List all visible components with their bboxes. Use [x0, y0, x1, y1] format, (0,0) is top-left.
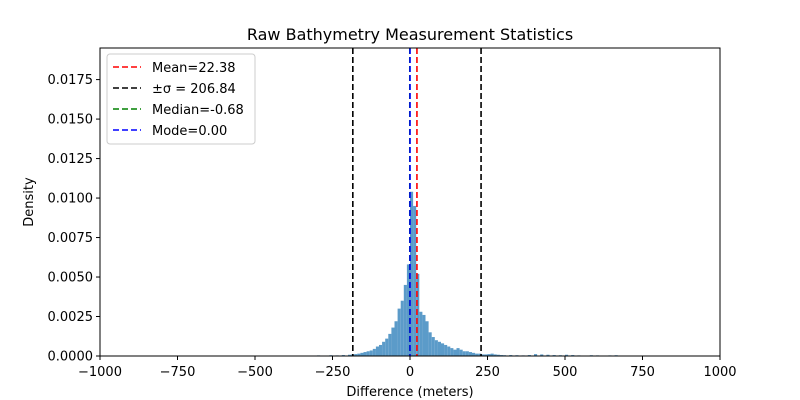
histogram-bar: [372, 348, 376, 356]
statistic-lines: [352, 48, 482, 356]
histogram-bar: [385, 338, 389, 356]
y-tick-label: 0.0150: [48, 113, 94, 128]
legend-box: [106, 53, 256, 145]
y-axis-label: Density: [22, 177, 37, 227]
histogram-bar: [434, 340, 438, 356]
histogram-bar: [462, 351, 466, 356]
x-tick-label: 1000: [703, 365, 736, 380]
histogram-bar: [400, 300, 404, 356]
histogram-bar: [357, 353, 361, 356]
histogram-bar: [403, 284, 407, 356]
histogram-bar: [453, 349, 457, 356]
histogram-bar: [444, 344, 448, 356]
histogram-bar: [379, 344, 383, 356]
histogram-bar: [490, 353, 494, 356]
y-tick-label: 0.0175: [48, 73, 94, 88]
x-tick-label: 750: [630, 365, 655, 380]
histogram-bar: [456, 348, 460, 356]
histogram-bar: [388, 333, 392, 356]
x-tick-label: −1000: [78, 365, 122, 380]
y-tick-label: 0.0050: [48, 271, 94, 286]
histogram-bar: [391, 327, 395, 356]
histogram-bar: [354, 354, 358, 356]
histogram-bar: [382, 341, 386, 356]
x-axis-label: Difference (meters): [346, 385, 473, 400]
histogram-bar: [468, 352, 472, 356]
y-tick-label: 0.0025: [48, 310, 94, 325]
histogram-bar: [465, 351, 469, 356]
histogram-bar: [375, 346, 379, 356]
y-tick-label: 0.0100: [48, 192, 94, 207]
histogram-bar: [410, 191, 414, 356]
histogram-bars: [304, 191, 652, 356]
x-tick-label: 500: [553, 365, 578, 380]
x-tick-label: −750: [160, 365, 196, 380]
x-tick-label: −250: [315, 365, 351, 380]
histogram-bar: [493, 354, 497, 356]
histogram-bar: [475, 353, 479, 356]
histogram-bar: [565, 354, 569, 356]
x-tick-label: 0: [406, 365, 414, 380]
histogram-bar: [441, 343, 445, 356]
y-axis-ticks: 0.0000 0.0025 0.0050 0.0075 0.0100 0.0125 0.01…: [48, 73, 100, 365]
histogram-bar: [366, 351, 370, 356]
histogram-bar: [481, 354, 485, 356]
histogram-bar: [406, 264, 410, 356]
histogram-bar: [487, 354, 491, 356]
y-tick-label: 0.0125: [48, 152, 94, 167]
histogram-bar: [534, 354, 538, 356]
histogram-bar: [416, 273, 420, 356]
histogram-bar: [394, 321, 398, 356]
legend-label: Median=-0.68: [152, 103, 244, 118]
histogram-bar: [484, 354, 488, 356]
histogram-bar: [459, 349, 463, 356]
y-tick-label: 0.0000: [48, 350, 94, 365]
histogram-bar: [397, 308, 401, 356]
histogram-bar: [496, 354, 500, 356]
legend-label: ±σ = 206.84: [152, 82, 236, 97]
histogram-bar: [546, 354, 550, 356]
legend-label: Mean=22.38: [152, 61, 236, 76]
chart-title: Raw Bathymetry Measurement Statistics: [247, 25, 573, 44]
legend: Mean=22.38 ±σ = 206.84 Median=-0.68 Mode=0.…: [106, 53, 256, 145]
histogram-bar: [419, 311, 423, 356]
histogram-bar: [363, 352, 367, 356]
histogram-bar: [425, 321, 429, 356]
histogram-bar: [472, 352, 476, 356]
x-tick-label: −500: [237, 365, 273, 380]
histogram-bar: [447, 346, 451, 356]
histogram-bar: [450, 348, 454, 356]
histogram-bar: [431, 337, 435, 356]
y-tick-label: 0.0075: [48, 231, 94, 246]
legend-label: Mode=0.00: [152, 124, 227, 139]
x-axis-ticks: −1000 −750 −500 −250 0 250 500 750 1000: [78, 356, 737, 380]
histogram-bar: [540, 354, 544, 356]
histogram-bar: [369, 350, 373, 356]
histogram-bar: [422, 314, 426, 356]
x-tick-label: 250: [475, 365, 500, 380]
histogram-bar: [360, 352, 364, 356]
histogram-bar: [348, 354, 352, 356]
histogram-bar: [413, 205, 417, 356]
histogram-bar: [428, 332, 432, 356]
histogram-bar: [437, 341, 441, 356]
histogram-bar: [478, 353, 482, 356]
